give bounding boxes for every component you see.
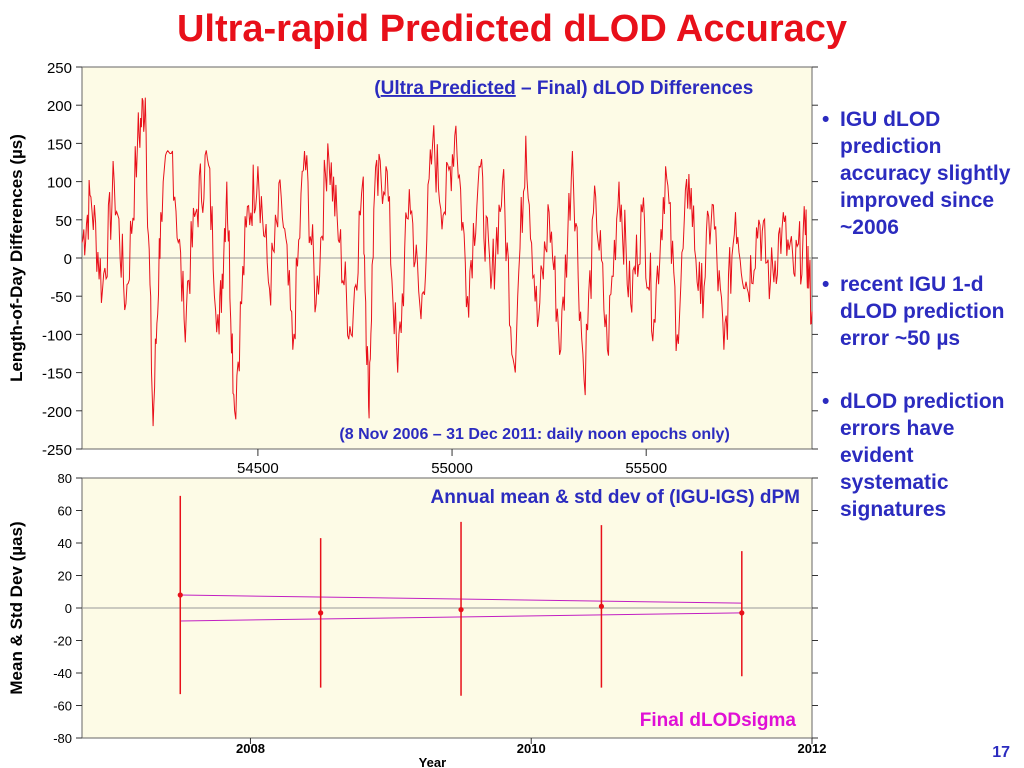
y-tick-label: -50	[50, 289, 72, 306]
y-axis-label-top: Length-of-Day Differences (µs)	[7, 134, 26, 382]
x-tick-label: 2012	[798, 741, 827, 756]
bullet-item: • recent IGU 1-d dLOD prediction error ~5…	[818, 271, 1018, 352]
x-ticks-top: 54500 55000 55500	[237, 449, 667, 477]
x-tick-label: 2008	[236, 741, 265, 756]
y-tick-label: -200	[42, 404, 72, 421]
y-tick-label: 50	[55, 213, 72, 230]
x-tick-label: 55500	[625, 460, 667, 477]
y-tick-label: 0	[64, 251, 72, 268]
chart-title-bottom: Annual mean & std dev of (IGU-IGS) dPM	[431, 487, 800, 508]
annual-mean-point	[318, 610, 324, 616]
y-tick-label: 40	[58, 536, 72, 551]
x-ticks-bottom: 2008 2010 2012	[236, 738, 826, 756]
x-axis-label-bottom: Year	[419, 755, 446, 768]
title-rest: – Final) dLOD Differences	[516, 78, 754, 99]
x-tick-label: 54500	[237, 460, 279, 477]
chart-title-top: (Ultra Predicted – Final) dLOD Differenc…	[374, 78, 753, 99]
y-tick-label: -40	[53, 666, 72, 681]
annual-mean-std-chart: 80 60 40 20 0 -20 -40 -60 -80 2008 2010 2012 Mean …	[7, 471, 826, 768]
bullet-text: recent IGU 1-d dLOD prediction error ~50…	[840, 273, 1005, 350]
y-tick-label: 0	[65, 601, 72, 616]
y-tick-label: 200	[47, 98, 72, 115]
y-tick-label: -250	[42, 442, 72, 459]
bullet-text: IGU dLOD prediction accuracy slightly im…	[840, 108, 1011, 239]
y-tick-label: -150	[42, 366, 72, 383]
bullet-list: • IGU dLOD prediction accuracy slightly i…	[818, 106, 1018, 541]
y-tick-label: 60	[58, 504, 72, 519]
dlod-differences-chart: 250 200 150 100 50 0 -50 -100 -150 -200 -250 54500…	[7, 60, 818, 477]
y-tick-label: -100	[42, 327, 72, 344]
x-tick-label: 55000	[431, 460, 473, 477]
bullet-item: • IGU dLOD prediction accuracy slightly i…	[818, 106, 1018, 241]
title-paren-open: (	[374, 78, 381, 99]
x-tick-label: 2010	[517, 741, 546, 756]
slide-title: Ultra-rapid Predicted dLOD Accuracy	[176, 8, 848, 50]
title-ultra-predicted: Ultra Predicted	[381, 78, 516, 99]
y-tick-label: -20	[53, 634, 72, 649]
y-tick-label: 20	[58, 569, 72, 584]
bullet-dot: •	[822, 390, 830, 413]
annual-mean-point	[739, 610, 745, 616]
y-ticks-bottom: 80 60 40 20 0 -20 -40 -60 -80	[53, 471, 818, 746]
error-bars	[177, 495, 745, 696]
bullet-dot: •	[822, 108, 830, 131]
bullet-item: • dLOD prediction errors have evident sys…	[818, 388, 1018, 523]
bullet-text: dLOD prediction errors have evident syst…	[840, 390, 1005, 521]
slide-number: 17	[992, 744, 1010, 761]
annual-mean-point	[458, 607, 464, 613]
annual-mean-point	[598, 603, 605, 609]
y-tick-label: 80	[58, 471, 72, 486]
y-tick-label: 100	[47, 175, 72, 192]
bullet-dot: •	[822, 273, 830, 296]
y-tick-label: 250	[47, 60, 72, 77]
y-tick-label: 150	[47, 136, 72, 153]
final-dlodsigma-label: Final dLODsigma	[640, 710, 797, 731]
annual-mean-point	[177, 592, 183, 598]
y-tick-label: -60	[53, 699, 72, 714]
dlod-difference-series	[81, 97, 813, 427]
date-range-annotation: (8 Nov 2006 – 31 Dec 2011: daily noon ep…	[339, 426, 729, 443]
y-tick-label: -80	[53, 731, 72, 746]
y-ticks-top: 250 200 150 100 50 0 -50 -100 -150 -200 -250	[42, 60, 818, 459]
y-axis-label-bottom: Mean & Std Dev (µas)	[7, 521, 26, 694]
